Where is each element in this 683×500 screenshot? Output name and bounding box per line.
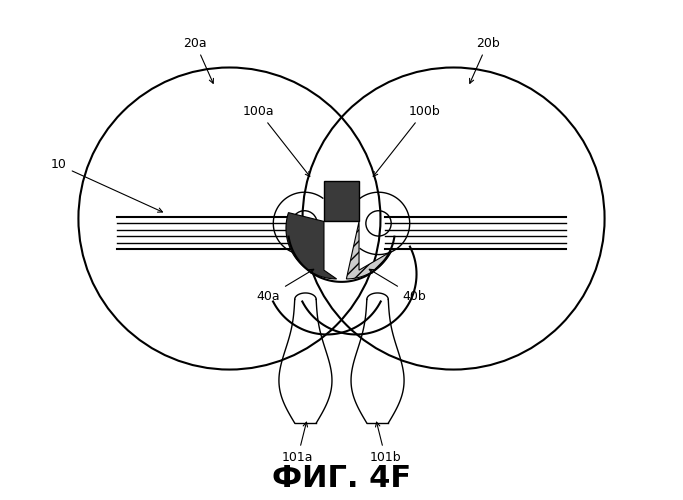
Text: ФИГ. 4F: ФИГ. 4F xyxy=(272,464,411,493)
Text: 100b: 100b xyxy=(373,105,441,176)
Polygon shape xyxy=(346,222,391,279)
Text: 100a: 100a xyxy=(243,105,310,176)
Text: 20b: 20b xyxy=(470,36,499,84)
Text: 20a: 20a xyxy=(184,36,213,84)
Polygon shape xyxy=(286,212,337,279)
Text: 10: 10 xyxy=(51,158,163,212)
FancyBboxPatch shape xyxy=(324,180,359,222)
Text: 40b: 40b xyxy=(370,270,426,303)
Text: 101a: 101a xyxy=(282,422,313,464)
Text: 101b: 101b xyxy=(370,422,401,464)
Text: 40a: 40a xyxy=(257,270,313,303)
